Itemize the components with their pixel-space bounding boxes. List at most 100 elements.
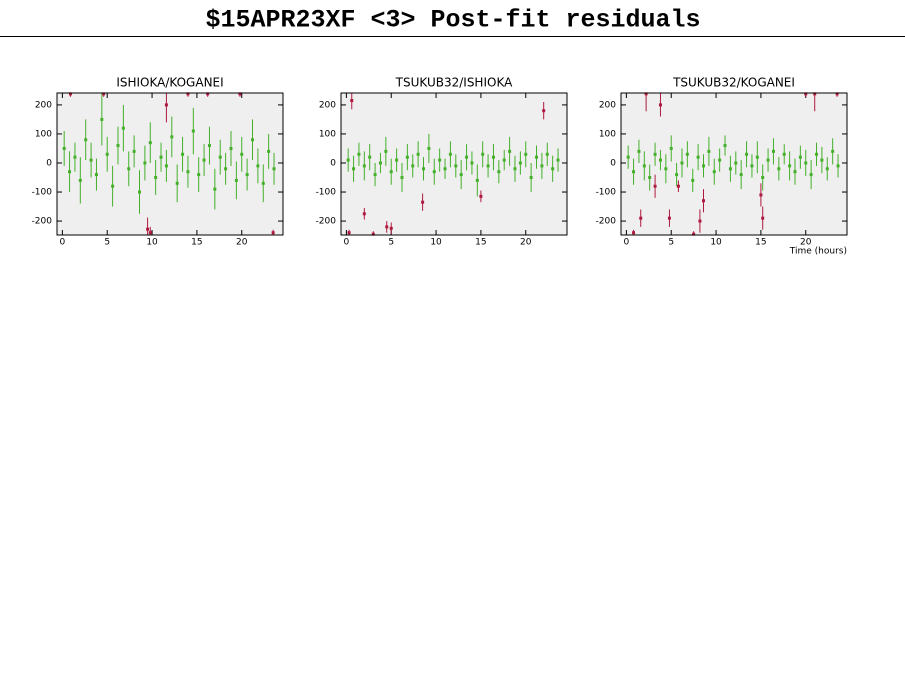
point: [121, 126, 125, 130]
point: [723, 144, 727, 148]
point: [771, 149, 775, 153]
point: [411, 164, 415, 168]
point: [734, 161, 738, 165]
point: [271, 231, 275, 235]
point: [207, 144, 211, 148]
point: [497, 170, 501, 174]
point: [809, 173, 813, 177]
point: [691, 178, 695, 182]
point: [696, 155, 700, 159]
y-tick-label: 0: [610, 158, 616, 168]
point: [825, 167, 829, 171]
y-tick-label: -200: [32, 217, 53, 227]
point: [692, 232, 696, 236]
point: [777, 167, 781, 171]
x-tick-label: 0: [60, 238, 66, 248]
point: [529, 176, 533, 180]
x-tick-label: 5: [104, 238, 110, 248]
point: [400, 176, 404, 180]
figure-title: $15APR23XF <3> Post-fit residuals: [205, 6, 700, 35]
point: [443, 167, 447, 171]
point: [664, 167, 668, 171]
y-tick-label: 100: [599, 129, 616, 139]
point: [835, 92, 839, 96]
point: [385, 225, 389, 229]
y-tick-label: -200: [316, 217, 337, 227]
x-tick-label: 10: [146, 238, 158, 248]
panel-title: TSUKUB32/KOGANEI: [672, 76, 795, 90]
point: [728, 167, 732, 171]
point: [238, 92, 242, 96]
point: [545, 152, 549, 156]
point: [788, 164, 792, 168]
point: [454, 164, 458, 168]
point: [373, 173, 377, 177]
point: [551, 167, 555, 171]
point: [438, 158, 442, 162]
point: [105, 152, 109, 156]
point: [148, 231, 152, 235]
x-tick-label: 15: [191, 238, 202, 248]
point: [524, 152, 528, 156]
y-tick-label: 0: [330, 158, 336, 168]
point: [272, 167, 276, 171]
y-tick-label: 0: [46, 158, 52, 168]
point: [346, 158, 350, 162]
point: [759, 193, 763, 197]
point: [143, 161, 147, 165]
panel-title: TSUKUB32/ISHIOKA: [395, 76, 513, 90]
point: [362, 212, 366, 216]
point: [782, 152, 786, 156]
point: [644, 92, 648, 96]
point: [186, 92, 190, 96]
plot-frame: [620, 92, 848, 236]
point: [389, 170, 393, 174]
point: [831, 149, 835, 153]
point: [197, 173, 201, 177]
point: [475, 178, 479, 182]
point: [702, 199, 706, 203]
point: [675, 173, 679, 177]
point: [89, 158, 93, 162]
point: [218, 155, 222, 159]
point: [84, 138, 88, 142]
y-tick-label: 200: [35, 100, 52, 110]
point: [78, 178, 82, 182]
point: [637, 149, 641, 153]
point: [798, 155, 802, 159]
point: [362, 164, 366, 168]
point: [159, 155, 163, 159]
point: [352, 167, 356, 171]
point: [702, 164, 706, 168]
point: [481, 152, 485, 156]
point: [234, 178, 238, 182]
point: [62, 146, 66, 150]
point: [405, 155, 409, 159]
point: [761, 176, 765, 180]
point: [642, 164, 646, 168]
point: [479, 194, 483, 198]
point: [371, 232, 375, 236]
point: [535, 155, 539, 159]
point: [251, 138, 255, 142]
point: [111, 184, 115, 188]
point: [680, 161, 684, 165]
point: [378, 161, 382, 165]
point: [432, 170, 436, 174]
plot-area: [57, 93, 283, 235]
point: [750, 164, 754, 168]
point: [395, 158, 399, 162]
point: [502, 158, 506, 162]
point: [175, 181, 179, 185]
point: [518, 161, 522, 165]
x-tick-label: 15: [475, 238, 486, 248]
point: [685, 152, 689, 156]
point: [793, 170, 797, 174]
point: [542, 109, 546, 113]
point: [626, 155, 630, 159]
point: [68, 170, 72, 174]
point: [491, 155, 495, 159]
point: [836, 164, 840, 168]
x-tick-label: 10: [430, 238, 442, 248]
point: [245, 173, 249, 177]
